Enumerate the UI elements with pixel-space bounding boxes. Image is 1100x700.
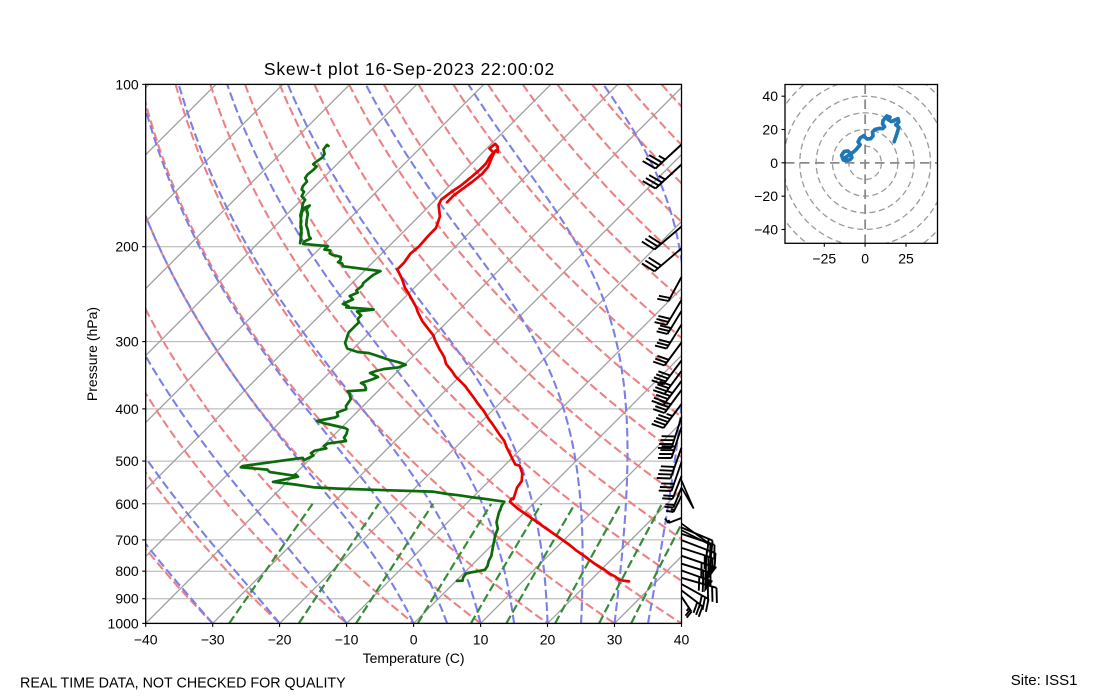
svg-text:25: 25 (898, 250, 914, 266)
svg-text:20: 20 (540, 631, 556, 647)
svg-text:600: 600 (115, 496, 139, 512)
svg-text:−20: −20 (268, 631, 292, 647)
svg-text:−30: −30 (201, 631, 225, 647)
svg-text:700: 700 (115, 532, 139, 548)
svg-text:40: 40 (674, 631, 690, 647)
svg-text:REAL TIME DATA, NOT CHECKED FO: REAL TIME DATA, NOT CHECKED FOR QUALITY (20, 675, 346, 691)
svg-text:20: 20 (762, 122, 778, 138)
svg-text:Skew-t plot 16-Sep-2023 22:00:: Skew-t plot 16-Sep-2023 22:00:02 (264, 59, 555, 79)
svg-text:100: 100 (115, 76, 139, 92)
svg-text:−40: −40 (134, 631, 158, 647)
svg-text:400: 400 (115, 401, 139, 417)
svg-text:Site: ISS1: Site: ISS1 (1011, 672, 1078, 689)
svg-text:200: 200 (115, 239, 139, 255)
svg-text:500: 500 (115, 453, 139, 469)
svg-text:300: 300 (115, 334, 139, 350)
svg-text:0: 0 (861, 250, 869, 266)
svg-text:−10: −10 (335, 631, 359, 647)
svg-text:1000: 1000 (108, 615, 139, 631)
svg-text:0: 0 (410, 631, 418, 647)
svg-text:−25: −25 (812, 250, 836, 266)
svg-text:30: 30 (607, 631, 623, 647)
svg-text:Pressure (hPa): Pressure (hPa) (84, 307, 100, 401)
svg-text:800: 800 (115, 563, 139, 579)
svg-text:10: 10 (473, 631, 489, 647)
svg-text:40: 40 (762, 88, 778, 104)
svg-text:−20: −20 (754, 188, 778, 204)
svg-text:900: 900 (115, 591, 139, 607)
svg-text:Temperature (C): Temperature (C) (363, 650, 465, 666)
svg-text:0: 0 (770, 155, 778, 171)
svg-text:−40: −40 (754, 222, 778, 238)
